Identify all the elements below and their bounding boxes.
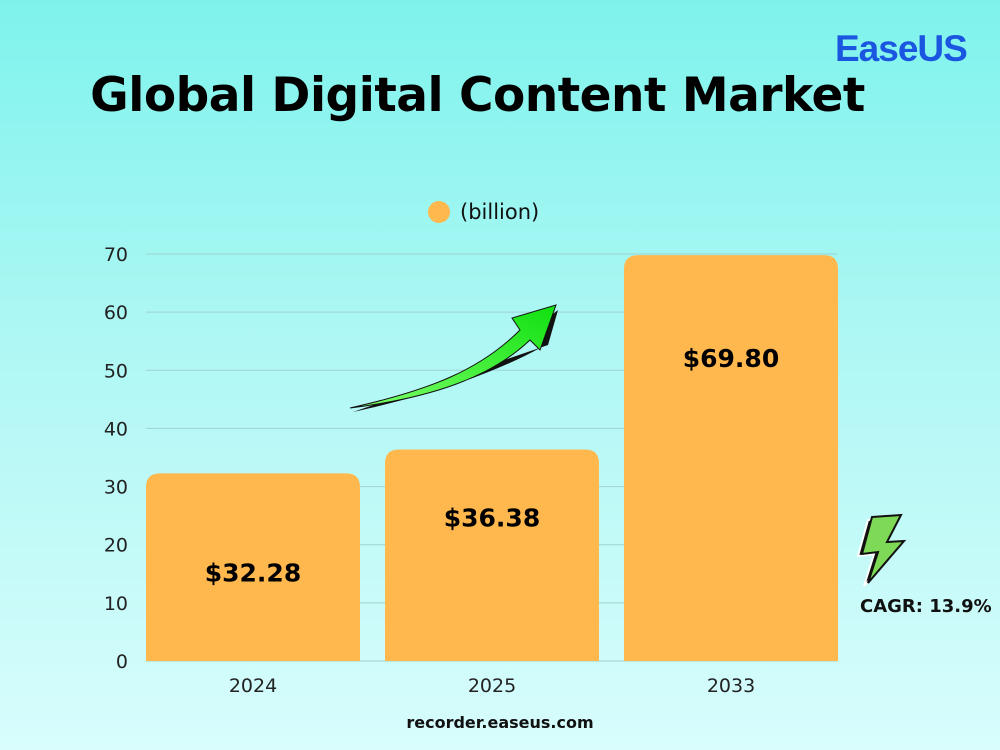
- y-tick-label: 70: [104, 244, 128, 266]
- legend-swatch: [428, 201, 450, 223]
- y-tick-label: 40: [104, 418, 128, 440]
- y-tick-label: 20: [104, 535, 128, 557]
- data-label: $36.38: [444, 503, 540, 532]
- easeus-logo: EaseUS: [835, 28, 968, 69]
- data-label: $32.28: [205, 558, 301, 587]
- x-tick-label: 2033: [707, 675, 755, 697]
- chart-title: Global Digital Content Market: [90, 68, 865, 123]
- x-tick-label: 2025: [468, 675, 516, 697]
- x-tick-label: 2024: [229, 675, 277, 697]
- bar-2033: [624, 255, 838, 662]
- y-tick-label: 60: [104, 302, 128, 324]
- y-tick-label: 10: [104, 593, 128, 615]
- cagr-label: CAGR: 13.9%: [860, 596, 992, 617]
- lightning-bolt-icon: [856, 513, 907, 587]
- legend: (billion): [428, 200, 539, 224]
- legend-label: (billion): [460, 200, 540, 224]
- y-tick-label: 30: [104, 477, 128, 499]
- growth-arrow-icon: [349, 304, 558, 412]
- bar-2024: [146, 473, 360, 661]
- y-tick-label: 50: [104, 360, 128, 382]
- footer-url: recorder.easeus.com: [406, 713, 594, 732]
- data-label: $69.80: [683, 344, 779, 373]
- y-tick-label: 0: [116, 651, 128, 673]
- bar-2025: [385, 449, 599, 661]
